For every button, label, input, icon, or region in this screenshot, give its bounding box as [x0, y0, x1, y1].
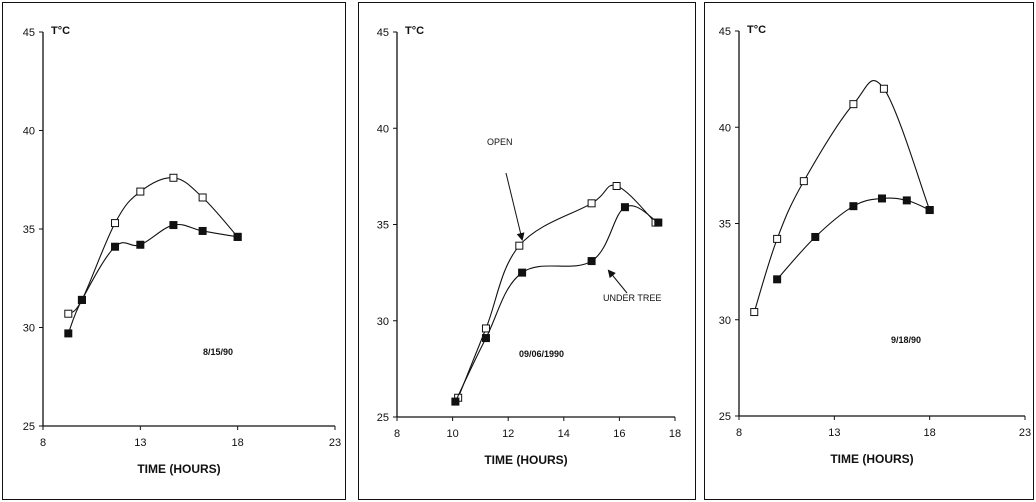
filled-square-marker [878, 194, 886, 203]
series-line-open [67, 177, 239, 315]
y-tick-label: 40 [377, 123, 389, 135]
x-tick-label: 13 [828, 427, 840, 439]
filled-square-marker [451, 397, 460, 406]
filled-square-marker [773, 275, 782, 284]
filled-square-marker [77, 295, 86, 304]
open-square-marker [849, 100, 858, 109]
open-square-marker [136, 187, 145, 196]
filled-square-marker [654, 218, 663, 227]
filled-square-marker [233, 232, 242, 241]
x-tick-label: 23 [1019, 427, 1031, 439]
x-tick-label: 13 [134, 437, 146, 449]
y-tick-label: 35 [719, 219, 731, 231]
y-tick-label: 40 [719, 122, 731, 134]
y-tick-label: 35 [23, 224, 35, 236]
x-tick-label: 23 [329, 437, 341, 449]
open-square-marker [799, 177, 808, 186]
series-line-filled [454, 205, 659, 402]
open-square-marker [750, 308, 759, 317]
x-tick-label: 18 [232, 437, 244, 449]
filled-square-marker [111, 242, 120, 251]
series-line-filled [67, 223, 238, 334]
x-tick-label: 8 [40, 437, 46, 449]
chart-sep06: 25 30 35 40 45 8 10 12 14 16 18 T°C TIME (HOURS) 09/0… [377, 25, 681, 467]
y-axis-title: T°C [405, 25, 424, 37]
x-tick-label: 16 [613, 428, 625, 440]
filled-square-marker [518, 268, 527, 277]
y-tick-label: 25 [377, 412, 389, 424]
filled-square-marker [902, 196, 911, 205]
date-label: 9/18/90 [891, 335, 921, 345]
open-arrow [505, 172, 525, 241]
chart-sep18: 25 30 35 40 45 8 13 18 23 T°C TIME (HOURS) 9/18/90 [719, 24, 1031, 466]
y-axis-title: T°C [51, 25, 70, 37]
open-square-marker [111, 219, 120, 228]
open-square-marker [879, 84, 888, 93]
y-tick-label: 35 [377, 220, 389, 232]
x-tick-label: 8 [394, 428, 400, 440]
y-tick-label: 30 [23, 323, 35, 335]
under-tree-label: UNDER TREE [603, 293, 661, 303]
x-axis-title: TIME (HOURS) [830, 452, 913, 466]
filled-square-marker [811, 232, 820, 241]
series-line-filled [776, 197, 930, 280]
y-tick-label: 40 [23, 126, 35, 138]
y-tick-label: 45 [719, 26, 731, 38]
y-tick-label: 25 [23, 421, 35, 433]
filled-square-marker [169, 221, 178, 230]
y-tick-label: 45 [377, 27, 389, 39]
chart-panel-sep06: 25 30 35 40 45 8 10 12 14 16 18 T°C TIME (HOURS) 09/0… [358, 2, 696, 500]
open-square-marker [515, 241, 524, 250]
under-tree-arrow [607, 269, 628, 294]
chart-panel-aug15: 25 30 35 40 45 8 13 18 23 T°C TIME (HOURS) 8/15/90 [2, 2, 346, 500]
x-tick-label: 12 [502, 428, 514, 440]
y-tick-label: 45 [23, 27, 35, 39]
filled-square-marker [136, 240, 145, 249]
filled-square-marker [925, 206, 934, 215]
x-axis-title: TIME (HOURS) [137, 462, 220, 476]
y-tick-label: 25 [719, 411, 731, 423]
filled-square-marker [64, 329, 73, 338]
filled-square-marker [849, 202, 858, 211]
filled-square-marker [587, 257, 596, 266]
date-label: 09/06/1990 [519, 349, 564, 359]
x-axis-title: TIME (HOURS) [484, 453, 567, 467]
open-square-marker [481, 324, 490, 333]
x-tick-label: 18 [669, 428, 681, 440]
filled-square-marker [620, 203, 629, 212]
open-label: OPEN [487, 137, 513, 147]
series-line-open [753, 80, 931, 313]
open-square-marker [169, 173, 178, 182]
filled-square-marker [198, 226, 207, 235]
open-square-marker [587, 199, 596, 208]
chart-panel-sep18: 25 30 35 40 45 8 13 18 23 T°C TIME (HOURS) 9/18/90 [704, 2, 1034, 500]
date-label: 8/15/90 [203, 347, 233, 357]
open-square-marker [612, 182, 621, 190]
x-tick-label: 18 [924, 427, 936, 439]
x-tick-label: 10 [446, 428, 458, 440]
x-tick-label: 14 [558, 428, 570, 440]
open-square-marker [64, 309, 73, 318]
y-axis-title: T°C [747, 24, 766, 36]
y-tick-label: 30 [719, 315, 731, 327]
open-square-marker [773, 234, 782, 243]
y-tick-label: 30 [377, 316, 389, 328]
chart-aug15: 25 30 35 40 45 8 13 18 23 T°C TIME (HOURS) 8/15/90 [23, 25, 341, 476]
x-tick-label: 8 [736, 427, 742, 439]
open-square-marker [198, 193, 207, 202]
filled-square-marker [481, 334, 490, 343]
